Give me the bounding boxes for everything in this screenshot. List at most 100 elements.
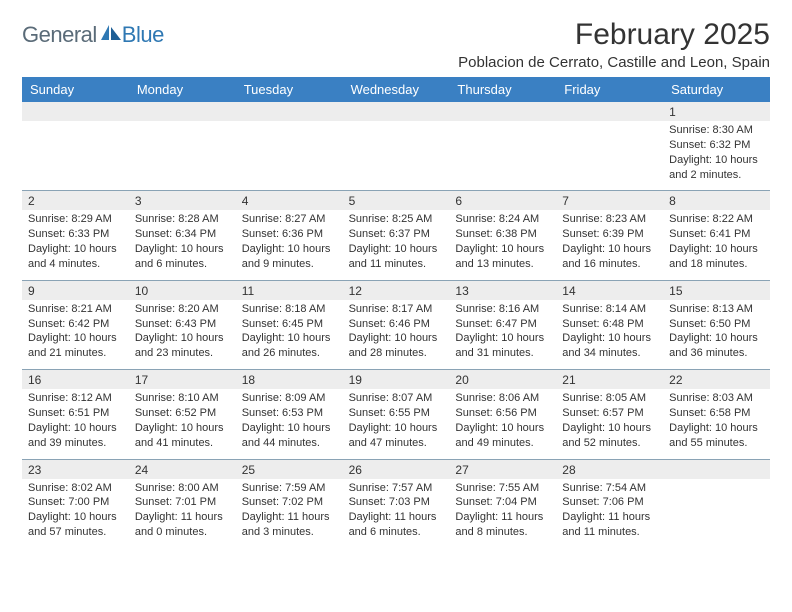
day-line: Sunrise: 8:09 AM (242, 391, 337, 406)
day-line: Daylight: 10 hours (349, 421, 444, 436)
day-line: Daylight: 11 hours (135, 510, 230, 525)
day-line: Sunset: 7:03 PM (349, 495, 444, 510)
day-line: Sunrise: 7:59 AM (242, 481, 337, 496)
day-line: Sunset: 7:00 PM (28, 495, 123, 510)
day-number: 10 (129, 281, 236, 300)
day-cell: Sunrise: 8:29 AMSunset: 6:33 PMDaylight:… (22, 210, 129, 279)
day-number: 27 (449, 460, 556, 479)
day-number: 19 (343, 370, 450, 389)
dayheader-sunday: Sunday (22, 77, 129, 102)
day-line: Sunrise: 8:14 AM (562, 302, 657, 317)
day-line: Sunrise: 8:20 AM (135, 302, 230, 317)
day-line: Daylight: 10 hours (349, 331, 444, 346)
daynum-band: 16171819202122 (22, 369, 770, 389)
day-cell (556, 121, 663, 190)
dayheader-wednesday: Wednesday (343, 77, 450, 102)
day-line: Daylight: 10 hours (28, 242, 123, 257)
day-line: Sunset: 7:06 PM (562, 495, 657, 510)
day-cell (22, 121, 129, 190)
day-cell: Sunrise: 8:12 AMSunset: 6:51 PMDaylight:… (22, 389, 129, 458)
day-line: and 57 minutes. (28, 525, 123, 540)
day-line: Daylight: 10 hours (242, 242, 337, 257)
day-cell (663, 479, 770, 548)
day-number: 4 (236, 191, 343, 210)
day-line: Daylight: 11 hours (455, 510, 550, 525)
day-line: Sunrise: 8:24 AM (455, 212, 550, 227)
day-line: Sunset: 6:48 PM (562, 317, 657, 332)
day-number (449, 102, 556, 121)
day-line: Sunset: 6:47 PM (455, 317, 550, 332)
day-line: and 11 minutes. (562, 525, 657, 540)
day-cell: Sunrise: 8:14 AMSunset: 6:48 PMDaylight:… (556, 300, 663, 369)
day-line: Sunset: 6:38 PM (455, 227, 550, 242)
day-line: Daylight: 10 hours (669, 421, 764, 436)
daynum-band: 9101112131415 (22, 280, 770, 300)
day-line: and 21 minutes. (28, 346, 123, 361)
title-block: February 2025 Poblacion de Cerrato, Cast… (458, 18, 770, 71)
day-line: Sunrise: 7:55 AM (455, 481, 550, 496)
day-number: 8 (663, 191, 770, 210)
location-text: Poblacion de Cerrato, Castille and Leon,… (458, 54, 770, 71)
dayheader-thursday: Thursday (449, 77, 556, 102)
day-number: 7 (556, 191, 663, 210)
day-line: Sunrise: 8:16 AM (455, 302, 550, 317)
day-line: and 39 minutes. (28, 436, 123, 451)
day-line: Daylight: 10 hours (135, 421, 230, 436)
day-cell: Sunrise: 7:55 AMSunset: 7:04 PMDaylight:… (449, 479, 556, 548)
day-number (556, 102, 663, 121)
calendar-page: General Blue February 2025 Poblacion de … (0, 0, 792, 558)
day-line: Sunset: 6:34 PM (135, 227, 230, 242)
day-line: Sunrise: 8:21 AM (28, 302, 123, 317)
day-line: Sunset: 7:01 PM (135, 495, 230, 510)
day-cell: Sunrise: 8:20 AMSunset: 6:43 PMDaylight:… (129, 300, 236, 369)
day-line: and 31 minutes. (455, 346, 550, 361)
day-line: and 44 minutes. (242, 436, 337, 451)
day-line: Sunset: 6:50 PM (669, 317, 764, 332)
day-number: 12 (343, 281, 450, 300)
day-cell: Sunrise: 8:03 AMSunset: 6:58 PMDaylight:… (663, 389, 770, 458)
day-cell (449, 121, 556, 190)
week-row: Sunrise: 8:02 AMSunset: 7:00 PM Daylight:… (22, 479, 770, 548)
day-line: and 6 minutes. (349, 525, 444, 540)
day-line: Sunrise: 8:07 AM (349, 391, 444, 406)
day-line: and 13 minutes. (455, 257, 550, 272)
day-number: 16 (22, 370, 129, 389)
day-number: 13 (449, 281, 556, 300)
day-line: Daylight: 10 hours (669, 153, 764, 168)
day-line: Sunrise: 8:13 AM (669, 302, 764, 317)
day-line: Sunset: 6:32 PM (669, 138, 764, 153)
day-line: Sunset: 6:37 PM (349, 227, 444, 242)
day-line: and 23 minutes. (135, 346, 230, 361)
day-line: and 6 minutes. (135, 257, 230, 272)
dayheader-friday: Friday (556, 77, 663, 102)
day-line: and 55 minutes. (669, 436, 764, 451)
day-line: Sunrise: 8:29 AM (28, 212, 123, 227)
daynum-band: 1 (22, 102, 770, 121)
day-line: Daylight: 10 hours (135, 331, 230, 346)
day-number: 15 (663, 281, 770, 300)
calendar-day-header: Sunday Monday Tuesday Wednesday Thursday… (22, 77, 770, 102)
daynum-band: 2345678 (22, 190, 770, 210)
day-number: 23 (22, 460, 129, 479)
month-title: February 2025 (458, 18, 770, 52)
day-line: Sunrise: 8:25 AM (349, 212, 444, 227)
day-cell: Sunrise: 8:02 AMSunset: 7:00 PMDaylight:… (22, 479, 129, 548)
day-line: Daylight: 11 hours (349, 510, 444, 525)
day-line: Sunrise: 8:22 AM (669, 212, 764, 227)
day-line: and 3 minutes. (242, 525, 337, 540)
week-row: Sunrise: 8:29 AMSunset: 6:33 PMDaylight:… (22, 210, 770, 279)
day-line: Daylight: 10 hours (669, 242, 764, 257)
day-number (22, 102, 129, 121)
day-line: Daylight: 10 hours (455, 331, 550, 346)
day-line: and 16 minutes. (562, 257, 657, 272)
day-line: Sunset: 6:53 PM (242, 406, 337, 421)
week-row: Sunrise: 8:30 AMSunset: 6:32 PMDaylight:… (22, 121, 770, 190)
day-number: 6 (449, 191, 556, 210)
day-line: Sunrise: 8:02 AM (28, 481, 123, 496)
day-line: and 41 minutes. (135, 436, 230, 451)
day-cell: Sunrise: 8:16 AMSunset: 6:47 PMDaylight:… (449, 300, 556, 369)
day-cell (129, 121, 236, 190)
day-cell (343, 121, 450, 190)
day-line: Daylight: 10 hours (562, 242, 657, 257)
day-line: Sunset: 6:42 PM (28, 317, 123, 332)
